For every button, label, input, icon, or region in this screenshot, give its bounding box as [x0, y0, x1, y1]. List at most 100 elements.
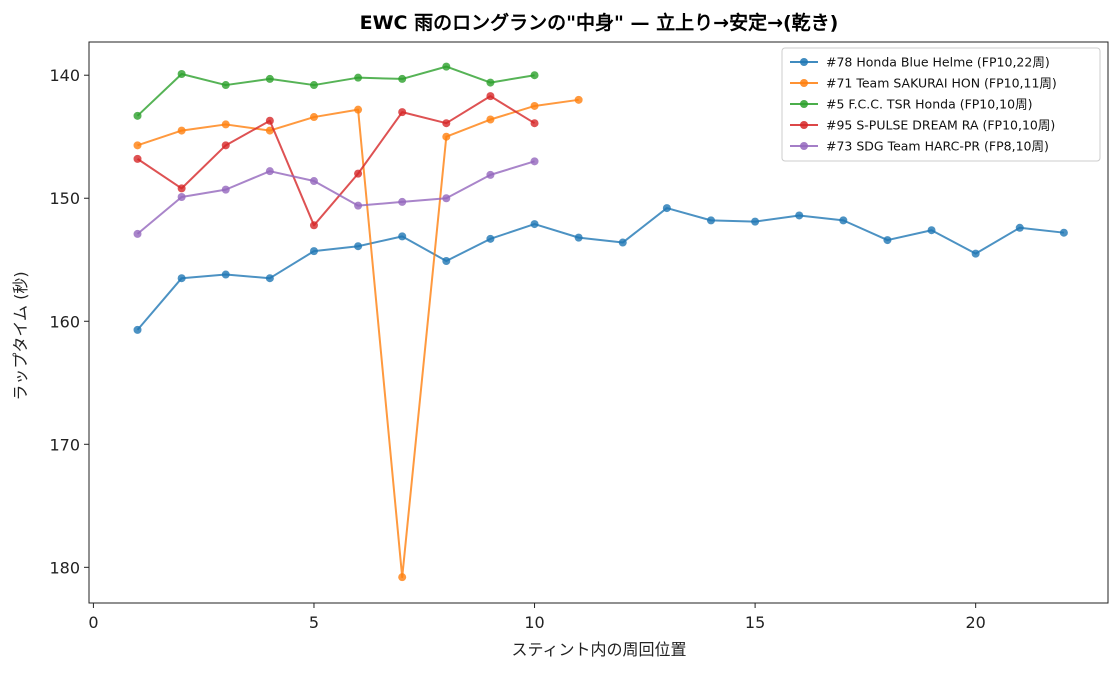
data-point [265, 274, 274, 283]
legend-item-2: #71 Team SAKURAI HON (FP10,11周) [790, 76, 1057, 91]
data-point [309, 177, 318, 186]
data-point [265, 167, 274, 176]
data-point [177, 274, 186, 283]
series-3 [133, 62, 539, 120]
x-tick-label: 20 [965, 613, 985, 632]
data-point [354, 105, 363, 114]
data-point [574, 95, 583, 104]
x-tick-label: 0 [88, 613, 98, 632]
data-point [486, 234, 495, 243]
data-point [1015, 223, 1024, 232]
data-point [486, 115, 495, 124]
data-point [795, 211, 804, 220]
series-4 [133, 92, 539, 230]
data-point [442, 132, 451, 141]
legend-label: #73 SDG Team HARC-PR (FP8,10周) [826, 139, 1049, 154]
series-5 [133, 157, 539, 238]
legend-swatch-marker [800, 142, 808, 150]
data-point [442, 194, 451, 203]
legend-item-1: #78 Honda Blue Helme (FP10,22周) [790, 55, 1050, 70]
data-point [398, 74, 407, 83]
y-tick-label: 170 [49, 435, 80, 454]
data-point [530, 101, 539, 110]
legend-label: #71 Team SAKURAI HON (FP10,11周) [826, 76, 1057, 91]
data-point [265, 126, 274, 135]
data-point [442, 256, 451, 265]
y-tick-label: 140 [49, 66, 80, 85]
legend-label: #5 F.C.C. TSR Honda (FP10,10周) [826, 97, 1032, 112]
data-point [662, 204, 671, 213]
series-line-4 [136, 95, 536, 227]
data-point [530, 119, 539, 128]
data-point [530, 220, 539, 229]
data-point [177, 69, 186, 78]
y-tick-label: 160 [49, 312, 80, 331]
data-point [177, 126, 186, 135]
data-point [221, 270, 230, 279]
chart-title: EWC 雨のロングランの"中身" — 立上り→安定→(乾き) [360, 11, 839, 34]
series-1 [133, 204, 1068, 334]
data-point [309, 113, 318, 122]
x-tick-label: 15 [745, 613, 765, 632]
legend: #78 Honda Blue Helme (FP10,22周) #71 Team … [781, 47, 1101, 162]
data-point [927, 226, 936, 235]
legend-box [781, 47, 1101, 162]
data-point [221, 185, 230, 194]
data-point [574, 233, 583, 242]
data-point [751, 217, 760, 226]
data-point [442, 62, 451, 71]
data-point [971, 249, 980, 258]
data-point [354, 201, 363, 210]
data-point [177, 193, 186, 202]
series-2 [133, 95, 583, 582]
data-point [618, 238, 627, 247]
data-point [177, 184, 186, 193]
data-point [221, 141, 230, 150]
legend-label: #78 Honda Blue Helme (FP10,22周) [826, 55, 1050, 70]
data-point [442, 119, 451, 128]
data-point [1059, 228, 1068, 237]
data-point [530, 157, 539, 166]
data-point [133, 154, 142, 163]
data-point [133, 325, 142, 334]
data-point [530, 71, 539, 80]
data-point [354, 169, 363, 178]
data-point [309, 221, 318, 230]
data-point [265, 116, 274, 125]
data-point [354, 242, 363, 251]
data-point [398, 232, 407, 241]
axis-ticks: 0 5 10 15 20 140 150 160 170 180 [49, 66, 985, 632]
data-point [309, 247, 318, 256]
data-point [706, 216, 715, 225]
legend-item-5: #73 SDG Team HARC-PR (FP8,10周) [790, 139, 1049, 154]
data-point [486, 78, 495, 87]
data-point [398, 573, 407, 582]
data-point [265, 74, 274, 83]
data-point [398, 197, 407, 206]
y-tick-label: 180 [49, 558, 80, 577]
data-point [486, 92, 495, 101]
legend-swatch-marker [800, 121, 808, 129]
legend-item-3: #5 F.C.C. TSR Honda (FP10,10周) [790, 97, 1032, 112]
legend-label: #95 S-PULSE DREAM RA (FP10,10周) [826, 118, 1055, 133]
legend-item-4: #95 S-PULSE DREAM RA (FP10,10周) [790, 118, 1055, 133]
x-tick-label: 5 [309, 613, 319, 632]
legend-swatch-marker [800, 58, 808, 66]
plot-area [133, 62, 1068, 582]
x-tick-label: 10 [524, 613, 544, 632]
y-axis-label: ラップタイム (秒) [11, 271, 30, 400]
legend-swatch-marker [800, 79, 808, 87]
data-point [133, 229, 142, 238]
y-tick-label: 150 [49, 189, 80, 208]
series-line-5 [136, 160, 535, 235]
data-point [839, 216, 848, 225]
data-point [221, 81, 230, 90]
data-point [883, 236, 892, 245]
legend-swatch-marker [800, 100, 808, 108]
data-point [221, 120, 230, 129]
plot-frame [88, 41, 1109, 604]
data-point [309, 81, 318, 90]
x-axis-label: スティント内の周回位置 [511, 640, 686, 659]
